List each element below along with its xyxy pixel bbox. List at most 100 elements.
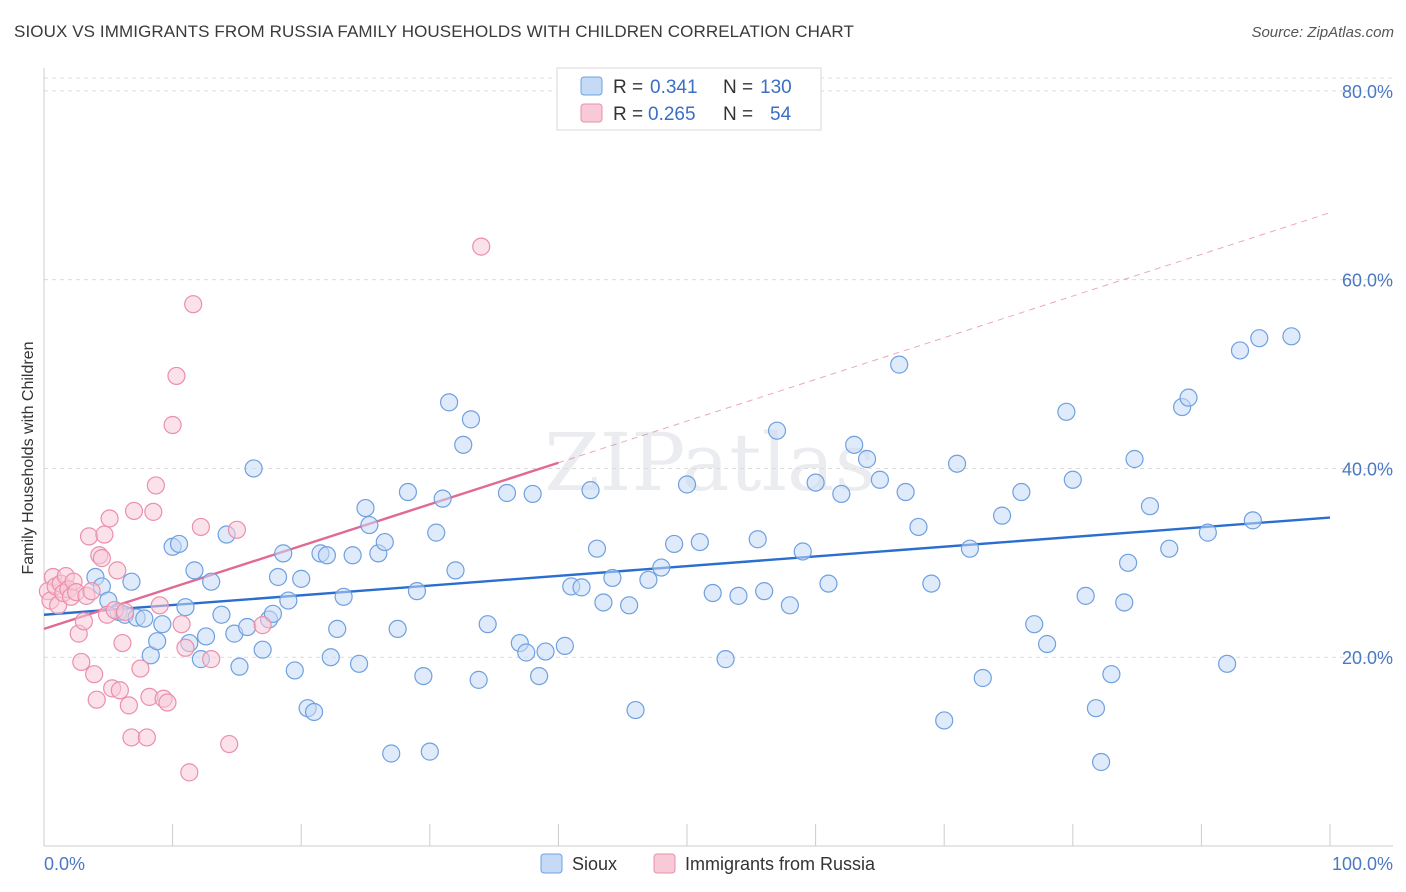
sioux-point [1250,329,1269,348]
sioux-point [665,534,684,554]
legend-swatch-russia [580,103,603,123]
sioux-point [909,517,928,537]
sioux-point [626,700,645,720]
y-tick-label: 20.0% [1342,648,1393,668]
sioux-point [388,619,407,639]
sioux-point [1160,539,1179,558]
y-tick-label: 60.0% [1342,271,1393,291]
sioux-point [279,591,298,610]
y-axis-title: Family Households with Children [20,342,37,575]
sioux-point [304,702,324,722]
sioux-point [1057,402,1076,421]
sioux-point [238,617,257,637]
sioux-point [268,567,288,587]
sioux-point [960,539,980,558]
sioux-point [253,640,272,659]
chart-title: SIOUX VS IMMIGRANTS FROM RUSSIA FAMILY H… [14,22,854,41]
sioux-point [1282,327,1301,346]
russia-point [472,237,491,256]
sioux-point [652,558,671,577]
russia-point [131,659,150,678]
sioux-point [690,532,709,552]
y-tick-label: 40.0% [1342,459,1393,479]
sioux-point [1063,470,1082,489]
russia-point [220,734,239,754]
sioux-point [857,449,877,469]
legend-r-label-russia: R = [613,104,643,125]
russia-point [74,612,93,631]
sioux-point [427,523,446,542]
sioux-point [212,605,231,624]
sioux-point [375,532,394,552]
sioux-point [349,654,369,673]
russia-point [124,501,144,521]
sioux-point [922,574,941,593]
sioux-point [716,650,735,669]
sioux-point [407,582,427,601]
sioux-point [780,596,799,615]
russia-point [158,693,177,712]
russia-point [79,527,99,546]
sioux-point [317,546,337,565]
x-tick-label-max: 100.0% [1332,854,1393,874]
sioux-point [767,421,787,440]
sioux-point [1140,497,1160,516]
russia-point [150,596,169,615]
sioux-point [1115,593,1134,612]
sioux-point [1086,699,1106,718]
sioux-point [1102,665,1121,684]
sioux-point [639,570,658,589]
sioux-point [1198,523,1217,542]
sioux-point [439,393,459,412]
sioux-point [587,539,607,558]
sioux-point [446,561,465,580]
russia-point [108,561,127,580]
top-legend: R = 0.341 N = 130 R = 0.265 N = 54 [556,67,822,131]
russia-point [146,476,165,495]
sioux-point [1037,634,1057,654]
sioux-point [148,632,167,651]
sioux-point [360,515,379,535]
sioux-point [1091,752,1111,772]
legend-n-value-sioux: 130 [760,77,792,98]
bottom-legend-swatch-russia [653,853,676,874]
sioux-point [793,542,812,561]
sioux-point [870,470,890,489]
legend-r-label-sioux: R = [613,77,643,98]
russia-point [172,615,191,634]
sioux-point [992,506,1012,525]
sioux-point [806,473,825,492]
bottom-legend-label-russia: Immigrants from Russia [685,854,876,874]
russia-point [191,517,210,537]
bottom-legend: Sioux Immigrants from Russia [540,853,876,874]
russia-point [100,509,119,528]
russia-point [137,728,156,747]
sioux-point [1025,615,1044,634]
legend-swatch-sioux [580,76,603,96]
sioux-point [202,572,221,591]
legend-n-label-sioux: N = [723,77,753,98]
chart-source: Source: ZipAtlas.com [1251,24,1394,41]
sioux-point [973,668,992,688]
russia-point [176,638,195,657]
sioux-point [620,596,639,615]
trend-layer [43,212,1331,631]
sioux-point [1218,654,1237,673]
russia-point [115,602,135,622]
russia-trend-extension [558,212,1331,464]
russia-point [253,616,272,635]
sioux-point [896,482,915,502]
russia-point [202,650,221,669]
sioux-point [555,636,574,655]
sioux-point [497,483,517,503]
russia-point [82,582,101,601]
sioux-point [122,572,141,591]
sioux-point [469,670,488,689]
sioux-point [603,568,622,588]
sioux-point [1179,388,1198,407]
sioux-point [328,619,347,639]
sioux-point [890,355,909,374]
russia-point [180,763,199,782]
russia-point [167,366,186,386]
